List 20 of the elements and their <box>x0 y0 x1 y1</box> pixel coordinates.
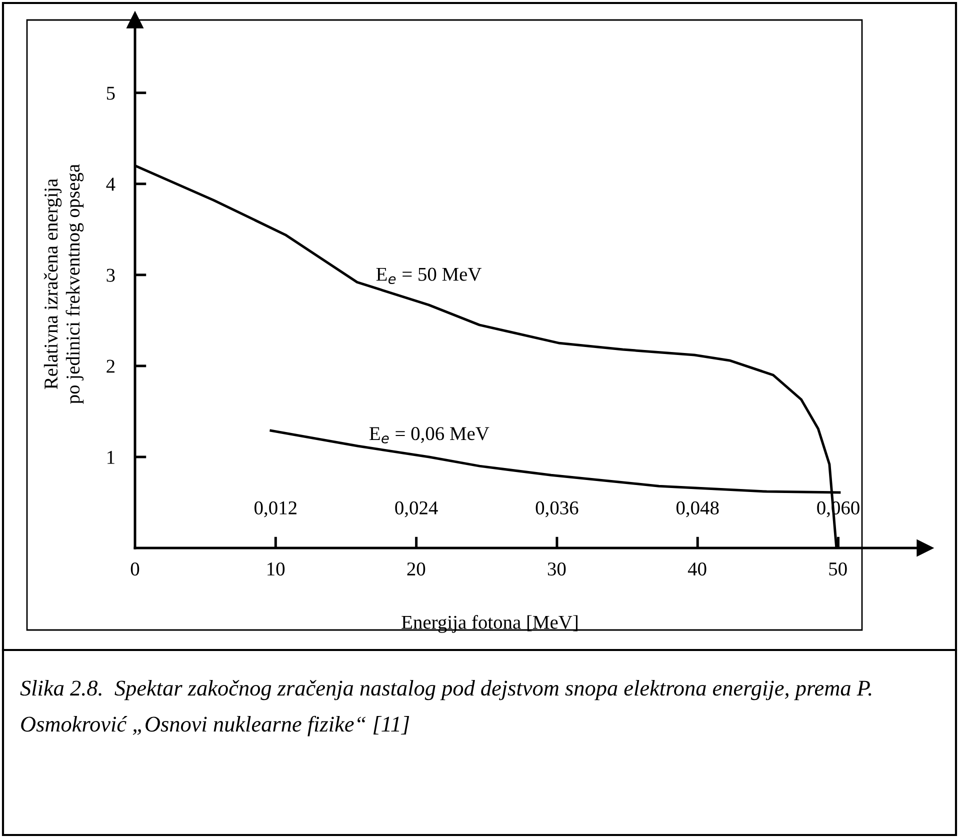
x-tick-label: 30 <box>548 562 566 576</box>
series-label: E$_{e}$ = 50 MeV <box>376 268 482 284</box>
series-label: E$_{e}$ = 0,06 MeV <box>369 427 490 444</box>
x-tick-label: 50 <box>829 562 847 576</box>
y-tick-label: 4 <box>106 178 116 191</box>
x-axis-title: Energija fotona [MeV] <box>402 615 578 633</box>
y-tick-label: 5 <box>106 86 115 100</box>
x-tick-label: 40 <box>688 562 706 576</box>
x-tick-label: 0 <box>130 562 140 576</box>
y-axis-title: Relativna izračena energija po jedinici frekventnog opsega <box>44 164 84 404</box>
x-tick-label: 10 <box>268 562 285 576</box>
x2-tick-label: 0,036 <box>536 501 578 518</box>
x2-tick-label: 0,012 <box>254 501 296 518</box>
y-tick-label: 1 <box>108 450 114 464</box>
x2-tick-label: 0,024 <box>395 501 438 518</box>
y-tick-label: 2 <box>106 360 114 373</box>
text: Slika 2.8. Spektar zakočnog zračenja nastalog pod dejstvom snopa elektrona energije, prema P. Osmokrović „Osnovi nuklearne fizike“ [11] <box>20 680 872 736</box>
x-tick-label: 20 <box>407 562 426 576</box>
x2-tick-label: 0,048 <box>676 501 719 518</box>
y-tick-label: 3 <box>106 268 115 282</box>
